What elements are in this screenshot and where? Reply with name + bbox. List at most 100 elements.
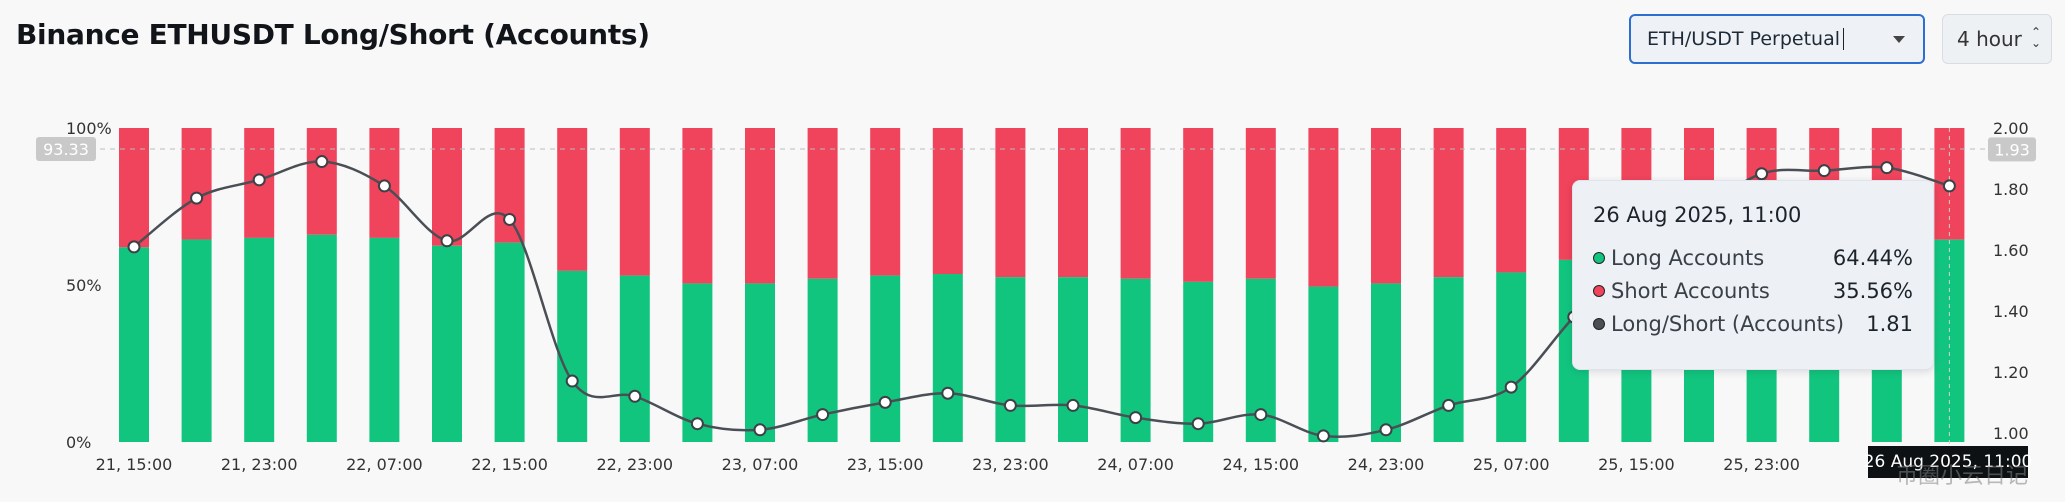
chart-tooltip: 26 Aug 2025, 11:00 Long Accounts 64.44% … <box>1572 180 1934 370</box>
short-accounts-bar <box>1496 128 1527 273</box>
ratio-point <box>315 155 329 169</box>
x-tick-label: 24, 23:00 <box>1348 455 1425 474</box>
long-accounts-bar <box>619 275 650 442</box>
short-accounts-bar <box>1308 128 1339 287</box>
x-tick-label: 25, 07:00 <box>1473 455 1550 474</box>
long-accounts-bar <box>1433 277 1464 442</box>
ratio-point <box>1755 167 1769 181</box>
ratio-point <box>1442 398 1456 412</box>
long-accounts-bar <box>932 274 963 442</box>
crosshair-time-label: 26 Aug 2025, 11:00 <box>1864 446 2032 478</box>
x-tick-label: 25, 15:00 <box>1598 455 1675 474</box>
tooltip-row-long: Long Accounts 64.44% <box>1593 241 1913 274</box>
tooltip-label: Long Accounts <box>1611 245 1765 270</box>
short-accounts-bar <box>1183 128 1214 282</box>
short-accounts-bar <box>557 128 588 271</box>
interval-select[interactable]: 4 hour ⌃ ⌄ <box>1942 14 2052 64</box>
short-accounts-bar <box>807 128 838 279</box>
y-right-tick-label: 1.60 <box>1993 241 2029 260</box>
ratio-point <box>377 179 391 193</box>
x-tick-label: 24, 07:00 <box>1097 455 1174 474</box>
ratio-point <box>503 212 517 226</box>
ratio-point <box>1942 179 1956 193</box>
y-left-tick-label: 0% <box>66 433 91 452</box>
ratio-point <box>565 374 579 388</box>
tooltip-label: Short Accounts <box>1611 278 1770 303</box>
ratio-dot-icon <box>1593 317 1605 330</box>
page-title: Binance ETHUSDT Long/Short (Accounts) <box>16 18 650 51</box>
tooltip-value: 35.56% <box>1832 278 1913 303</box>
chevron-down-icon <box>1893 36 1905 43</box>
long-accounts-bar <box>244 237 275 442</box>
x-tick-label: 23, 15:00 <box>847 455 924 474</box>
long-accounts-bar <box>1058 277 1088 442</box>
short-accounts-bar <box>1433 128 1464 278</box>
long-accounts-bar <box>1308 286 1339 442</box>
y-right-tick-label: 1.00 <box>1993 424 2029 443</box>
tooltip-label: Long/Short (Accounts) <box>1611 311 1845 336</box>
interval-select-value: 4 hour <box>1957 27 2022 51</box>
ratio-point <box>628 389 642 403</box>
ratio-point <box>1316 429 1330 443</box>
short-accounts-dot-icon <box>1593 284 1605 297</box>
tooltip-value: 64.44% <box>1832 245 1913 270</box>
x-tick-label: 21, 23:00 <box>221 455 298 474</box>
short-accounts-bar <box>1245 128 1276 279</box>
ratio-point <box>753 423 767 437</box>
short-accounts-bar <box>1120 128 1151 279</box>
long-accounts-bar <box>432 245 462 442</box>
long-accounts-bar <box>369 237 400 442</box>
ratio-point <box>1504 380 1518 394</box>
short-accounts-bar <box>432 128 462 246</box>
y-right-tick-label: 1.80 <box>1993 180 2029 199</box>
ratio-point <box>1254 408 1268 422</box>
ratio-point <box>252 173 266 187</box>
short-accounts-bar <box>932 128 963 275</box>
y-left-tick-label: 100% <box>66 119 112 138</box>
y-right-tick-label: 2.00 <box>1993 119 2029 138</box>
y-right-tick-label: 1.40 <box>1993 302 2029 321</box>
long-accounts-bar <box>1183 281 1214 442</box>
x-tick-label: 22, 15:00 <box>471 455 548 474</box>
long-accounts-bar <box>1371 283 1401 442</box>
ratio-point <box>1129 411 1143 425</box>
tooltip-row-short: Short Accounts 35.56% <box>1593 274 1913 307</box>
ratio-point <box>878 395 892 409</box>
y-left-tick-label: 50% <box>66 276 102 295</box>
short-accounts-bar <box>1058 128 1088 278</box>
x-tick-label: 22, 07:00 <box>346 455 423 474</box>
x-tick-label: 25, 23:00 <box>1723 455 1800 474</box>
long-accounts-bar <box>870 275 901 442</box>
tooltip-row-ratio: Long/Short (Accounts) 1.81 <box>1593 307 1913 340</box>
tooltip-date: 26 Aug 2025, 11:00 <box>1593 203 1802 227</box>
short-accounts-bar <box>870 128 901 276</box>
tooltip-value: 1.81 <box>1866 311 1913 336</box>
x-tick-label: 21, 15:00 <box>96 455 173 474</box>
long-accounts-bar <box>494 242 525 442</box>
short-accounts-bar <box>1371 128 1401 284</box>
short-accounts-bar <box>619 128 650 276</box>
ratio-point <box>127 240 141 254</box>
long-accounts-bar <box>995 277 1026 442</box>
ratio-point <box>941 386 955 400</box>
symbol-select[interactable]: ETH/USDT Perpetual <box>1629 14 1925 64</box>
ratio-point <box>690 417 704 431</box>
ratio-point <box>816 408 830 422</box>
watermark: 币圈小云日记 <box>1896 464 2029 489</box>
ratio-point <box>1880 161 1894 175</box>
ratio-point <box>1817 164 1831 178</box>
long-accounts-dot-icon <box>1593 251 1605 264</box>
long-accounts-bar <box>119 247 149 442</box>
text-caret <box>1843 28 1844 50</box>
long-accounts-bar <box>1496 272 1527 442</box>
long-accounts-bar <box>745 283 775 442</box>
ratio-point <box>1003 398 1017 412</box>
long-accounts-bar <box>181 239 212 442</box>
y-right-marker-label: 1.93 <box>1994 140 2030 159</box>
short-accounts-bar <box>995 128 1026 278</box>
short-accounts-bar <box>682 128 713 284</box>
x-tick-label: 23, 07:00 <box>722 455 799 474</box>
ratio-point <box>1191 417 1205 431</box>
long-accounts-bar <box>682 283 713 442</box>
x-tick-label: 23, 23:00 <box>972 455 1049 474</box>
